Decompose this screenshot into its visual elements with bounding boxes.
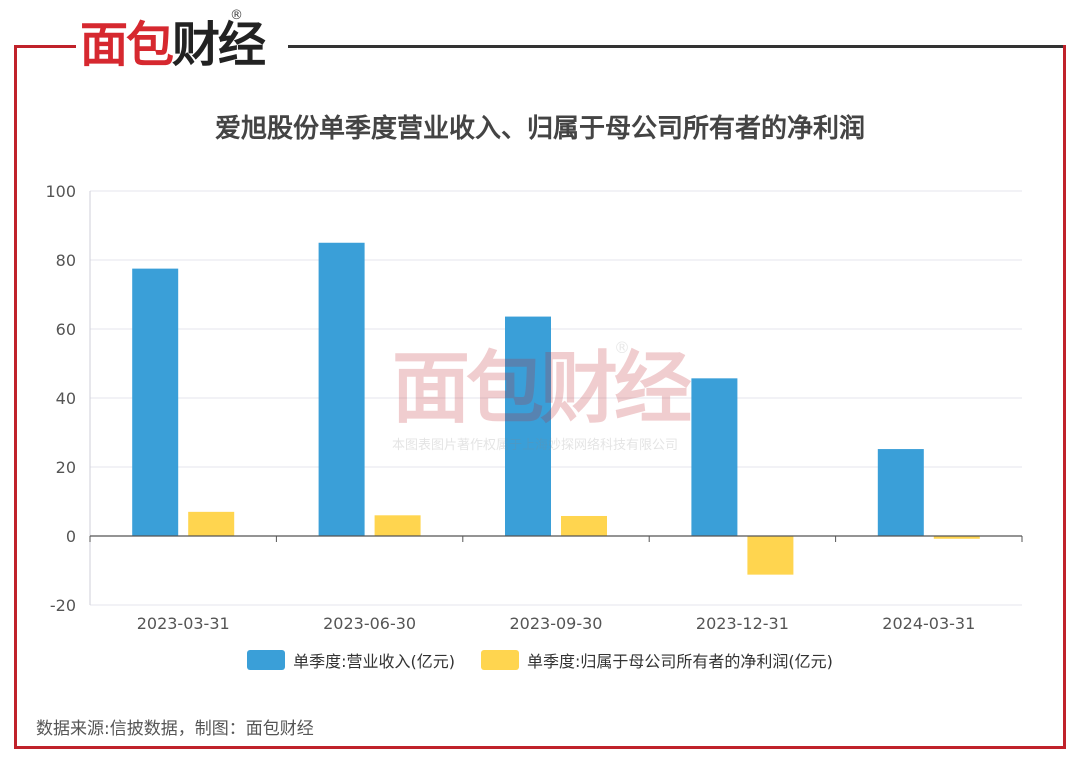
frame-top-right	[288, 45, 1066, 48]
legend-label-revenue: 单季度:营业收入(亿元)	[293, 652, 455, 671]
bar-profit	[188, 511, 235, 536]
y-tick-label: 40	[56, 389, 76, 408]
y-tick-label: 60	[56, 320, 76, 339]
brand-logo: 面包财经 ®	[80, 8, 266, 76]
bar-revenue	[691, 378, 738, 536]
bar-profit	[561, 515, 607, 536]
x-tick-label: 2023-12-31	[696, 614, 789, 633]
bar-revenue	[318, 242, 365, 536]
y-tick-label: -20	[50, 596, 76, 615]
frame-top-left	[14, 45, 76, 48]
y-tick-label: 0	[66, 527, 76, 546]
bar-profit	[374, 515, 421, 536]
legend-item-revenue[interactable]: 单季度:营业收入(亿元)	[247, 648, 455, 672]
y-tick-label: 20	[56, 458, 76, 477]
x-tick-label: 2023-03-31	[137, 614, 230, 633]
chart-legend: 单季度:营业收入(亿元) 单季度:归属于母公司所有者的净利润(亿元)	[0, 648, 1080, 672]
legend-item-profit[interactable]: 单季度:归属于母公司所有者的净利润(亿元)	[481, 648, 833, 672]
bar-revenue	[505, 316, 551, 536]
y-tick-label: 80	[56, 251, 76, 270]
x-tick-label: 2024-03-31	[882, 614, 975, 633]
x-tick-label: 2023-06-30	[323, 614, 416, 633]
y-tick-label: 100	[45, 182, 76, 201]
bar-profit	[747, 536, 794, 575]
frame-bottom	[14, 746, 1066, 749]
bar-profit	[933, 536, 980, 539]
logo-text: 面包财经	[80, 17, 266, 73]
frame-right	[1063, 45, 1066, 749]
data-source-note: 数据来源:信披数据，制图：面包财经	[36, 719, 314, 739]
legend-swatch-revenue	[247, 650, 286, 670]
x-tick-label: 2023-09-30	[510, 614, 603, 633]
chart-title: 爱旭股份单季度营业收入、归属于母公司所有者的净利润	[214, 114, 865, 144]
registered-mark: ®	[230, 8, 243, 23]
legend-label-profit: 单季度:归属于母公司所有者的净利润(亿元)	[527, 652, 833, 671]
legend-swatch-profit	[481, 650, 519, 670]
frame-left	[14, 45, 17, 749]
bar-revenue	[132, 268, 179, 536]
bar-revenue	[877, 449, 924, 536]
